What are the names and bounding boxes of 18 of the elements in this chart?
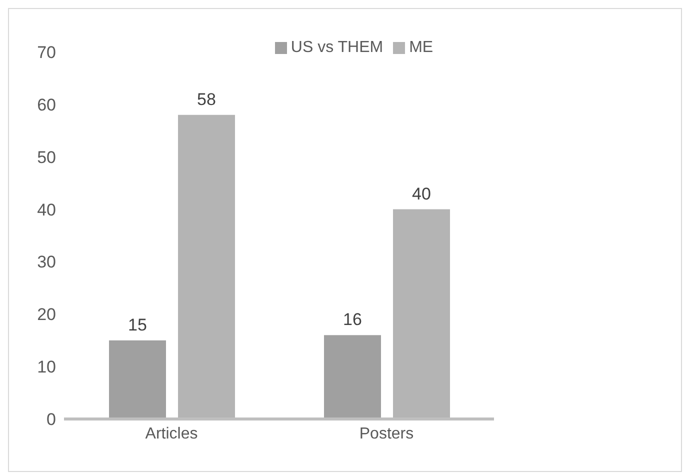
y-tick-label: 40 [37,200,56,220]
legend-label: ME [409,39,434,56]
data-label: 58 [197,90,216,109]
bar [324,335,381,419]
x-tick-label: Posters [359,425,414,442]
y-tick-label: 10 [37,358,56,377]
y-tick-label: 30 [37,252,56,272]
y-tick-label: 0 [46,410,56,430]
y-tick-label: 50 [37,148,56,167]
data-label: 15 [128,315,147,334]
data-label: 40 [412,184,431,204]
data-label: 16 [343,310,362,330]
bar [109,340,166,419]
x-tick-label: Articles [145,425,198,442]
y-tick-label: 20 [37,305,56,324]
y-tick-label: 60 [37,95,56,114]
y-tick-label: 70 [37,43,56,62]
legend-label: US vs THEM [290,39,384,56]
